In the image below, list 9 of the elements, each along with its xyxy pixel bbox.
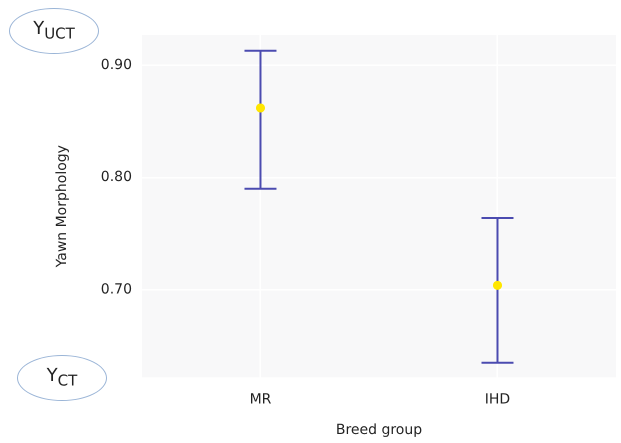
x-axis-title: Breed group — [336, 422, 422, 438]
y-tick-label: 0.90 — [100, 56, 132, 73]
y-tick-label: 0.80 — [100, 169, 132, 186]
y-tick-label: 0.70 — [100, 281, 132, 298]
y-axis-title: Yawn Morphology — [54, 145, 70, 268]
text: Y$_{UCT}$ — [32, 18, 76, 45]
x-tick-label: MR — [250, 391, 272, 408]
x-tick-label: IHD — [484, 391, 510, 408]
text: Y$_{CT}$ — [46, 365, 78, 392]
